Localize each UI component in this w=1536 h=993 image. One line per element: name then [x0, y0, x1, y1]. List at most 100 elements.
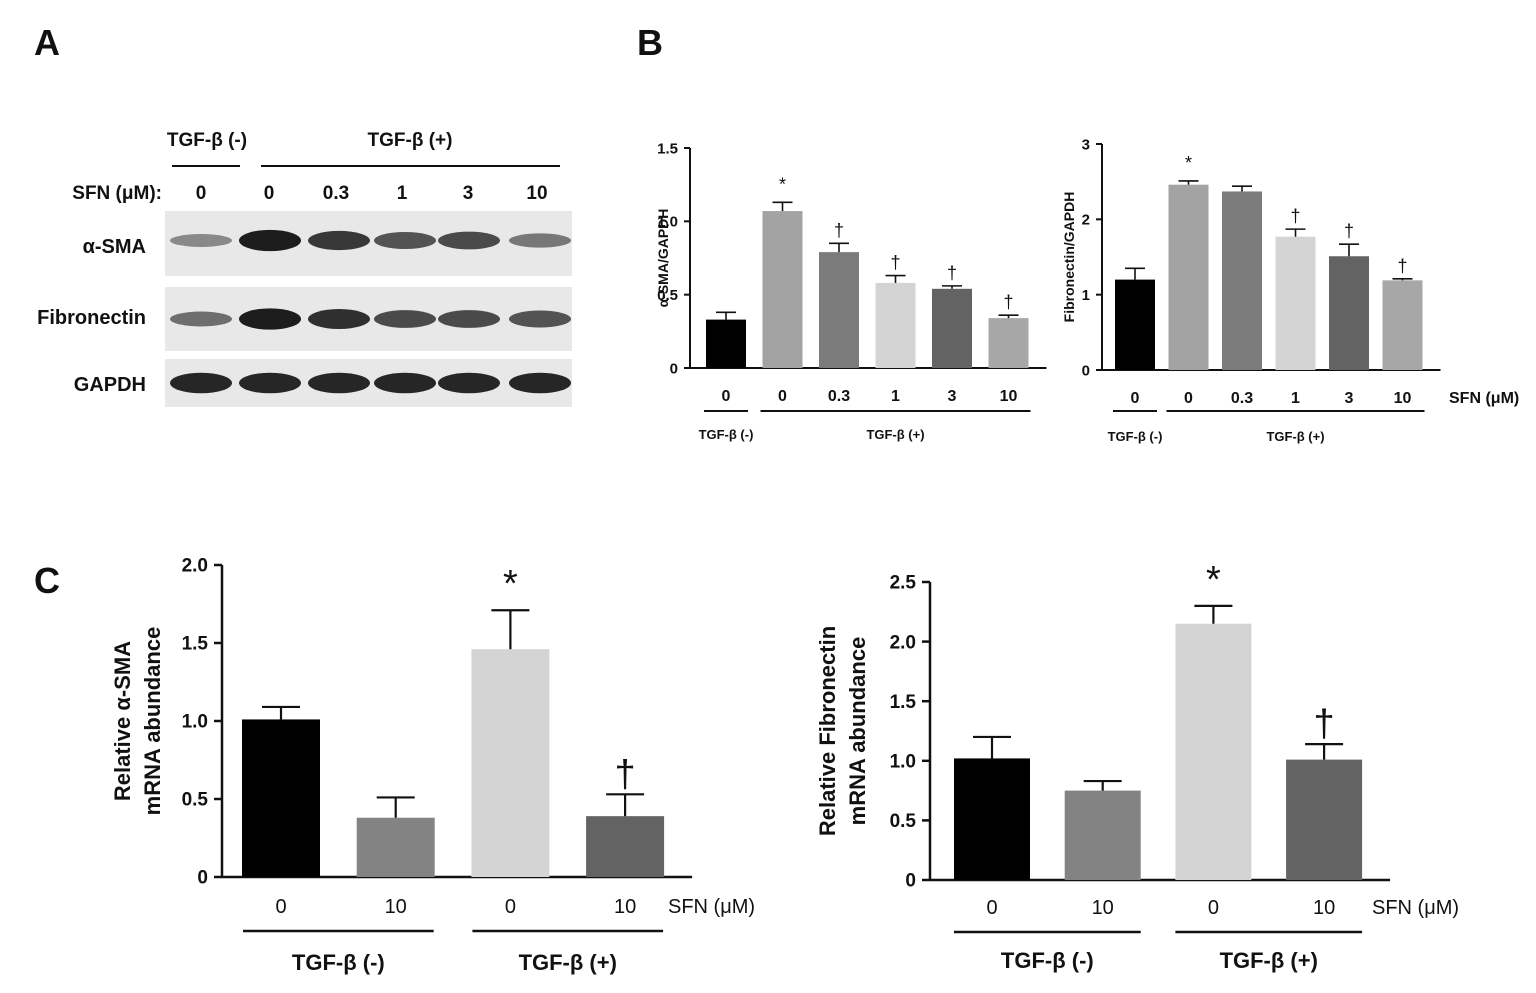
significance-star: * — [1206, 559, 1221, 601]
blot-band — [438, 231, 500, 250]
blot-band — [509, 233, 571, 248]
y-tick-label: 0 — [905, 871, 916, 892]
x-tick-label: 0 — [1208, 897, 1219, 919]
bar — [242, 719, 320, 877]
y-tick-label: 1.5 — [182, 634, 209, 655]
x-tick-label: 0 — [505, 896, 516, 918]
x-tick-label: 0 — [1184, 390, 1193, 407]
x-unit-label: SFN (μM) — [1372, 897, 1459, 919]
blot-band — [239, 372, 301, 394]
blot-sfn-label: SFN (μM): — [72, 183, 162, 204]
significance-dagger: † — [834, 220, 844, 240]
blot-lane-label: 10 — [526, 183, 547, 204]
significance-star: * — [1185, 153, 1192, 173]
blot-band — [239, 229, 301, 252]
group-label: TGF-β (-) — [1108, 429, 1163, 444]
blot-band — [308, 372, 370, 394]
y-tick-label: 3 — [1082, 136, 1090, 153]
group-label: TGF-β (+) — [1266, 429, 1324, 444]
x-unit-label: SFN (μM) — [1449, 390, 1519, 407]
y-tick-label: 1 — [1082, 287, 1090, 304]
significance-star: * — [779, 174, 786, 194]
significance-dagger: † — [1344, 221, 1354, 241]
y-tick-label: 1.0 — [657, 214, 678, 231]
significance-star: * — [503, 563, 518, 605]
significance-dagger: † — [947, 263, 957, 283]
bar — [1275, 236, 1316, 370]
significance-dagger: † — [1314, 703, 1335, 745]
group-label: TGF-β (+) — [1220, 948, 1318, 973]
blot-protein-label: α-SMA — [83, 236, 146, 258]
blot-membrane — [165, 211, 572, 276]
x-tick-label: 0 — [778, 388, 787, 405]
blot-band — [239, 308, 301, 330]
blot-band — [374, 372, 436, 394]
chart-b-alpha-sma-protein: 0 0.5 1.0 1.5 α-SMA/GAPDH 0 * 0 † 0.3 † 1 † 3 † 10 TGF-β… — [655, 140, 1047, 442]
x-tick-label: 1 — [1291, 390, 1300, 407]
y-tick-label: 2.5 — [890, 573, 917, 594]
y-tick-label: 0 — [1082, 362, 1090, 379]
x-tick-label: 10 — [1313, 897, 1335, 919]
significance-dagger: † — [1003, 292, 1013, 312]
chart-b-fibronectin-protein: 0 1 2 3 Fibronectin/GAPDH 0 * 0 0.3 † 1 † 3 † 10 SFN (μ… — [1061, 136, 1519, 444]
y-axis-label: α-SMA/GAPDH — [655, 209, 671, 308]
y-tick-label: 1.5 — [657, 140, 678, 157]
y-tick-label: 2 — [1082, 212, 1090, 229]
x-tick-label: 3 — [1345, 390, 1354, 407]
x-tick-label: 10 — [614, 896, 636, 918]
x-tick-label: 10 — [1092, 897, 1114, 919]
x-unit-label: SFN (μM) — [668, 896, 755, 918]
blot-group-negative: TGF-β (-) — [167, 130, 247, 151]
blot-band — [438, 310, 500, 328]
bar — [932, 288, 972, 368]
significance-dagger: † — [615, 753, 636, 795]
y-axis-label: mRNA abundance — [845, 637, 870, 826]
x-tick-label: 10 — [385, 896, 407, 918]
bar — [1222, 191, 1262, 370]
bar — [586, 816, 665, 877]
group-label: TGF-β (+) — [519, 950, 617, 975]
group-label: TGF-β (-) — [1001, 948, 1094, 973]
y-axis-label: Relative α-SMA — [110, 641, 135, 801]
blot-band — [170, 372, 232, 394]
bar — [356, 817, 435, 877]
blot-band — [308, 230, 370, 251]
x-tick-label: 10 — [1394, 390, 1412, 407]
x-tick-label: 3 — [948, 388, 957, 405]
x-tick-label: 10 — [1000, 388, 1018, 405]
group-label: TGF-β (-) — [292, 950, 385, 975]
bar — [1175, 623, 1252, 880]
blot-band — [374, 310, 436, 328]
y-tick-label: 1.0 — [182, 712, 208, 733]
blot-band — [374, 231, 436, 250]
y-tick-label: 1.0 — [890, 751, 916, 772]
blot-band — [509, 310, 571, 328]
y-tick-label: 0.5 — [657, 287, 678, 304]
bar — [1115, 279, 1155, 370]
y-tick-label: 2.0 — [182, 556, 208, 577]
blot-lane-label: 0.3 — [323, 183, 349, 204]
blot-lane-label: 0 — [264, 183, 275, 204]
y-tick-label: 2.0 — [890, 632, 916, 653]
blot-protein-label: GAPDH — [74, 374, 146, 396]
blot-band — [308, 309, 370, 329]
bar — [988, 318, 1029, 368]
blot-lane-label: 3 — [463, 183, 474, 204]
bar — [471, 649, 550, 877]
blot-band — [438, 372, 500, 394]
bar — [1168, 184, 1209, 370]
blot-band — [170, 234, 232, 247]
y-tick-label: 0 — [197, 868, 208, 889]
blot-lane-label: 0 — [196, 183, 207, 204]
panel-letter-b: B — [637, 22, 663, 63]
bar — [1064, 790, 1141, 880]
bar — [819, 252, 859, 368]
bar — [1382, 280, 1423, 370]
x-tick-label: 0.3 — [1231, 390, 1253, 407]
x-tick-label: 0 — [722, 388, 731, 405]
x-tick-label: 0.3 — [828, 388, 850, 405]
y-axis-label: Fibronectin/GAPDH — [1061, 192, 1077, 323]
y-tick-label: 1.5 — [890, 692, 917, 713]
blot-protein-label: Fibronectin — [37, 307, 146, 329]
western-blot: TGF-β (-) TGF-β (+) SFN (μM): 0 0 0.3 1 3 10 … — [37, 130, 572, 407]
